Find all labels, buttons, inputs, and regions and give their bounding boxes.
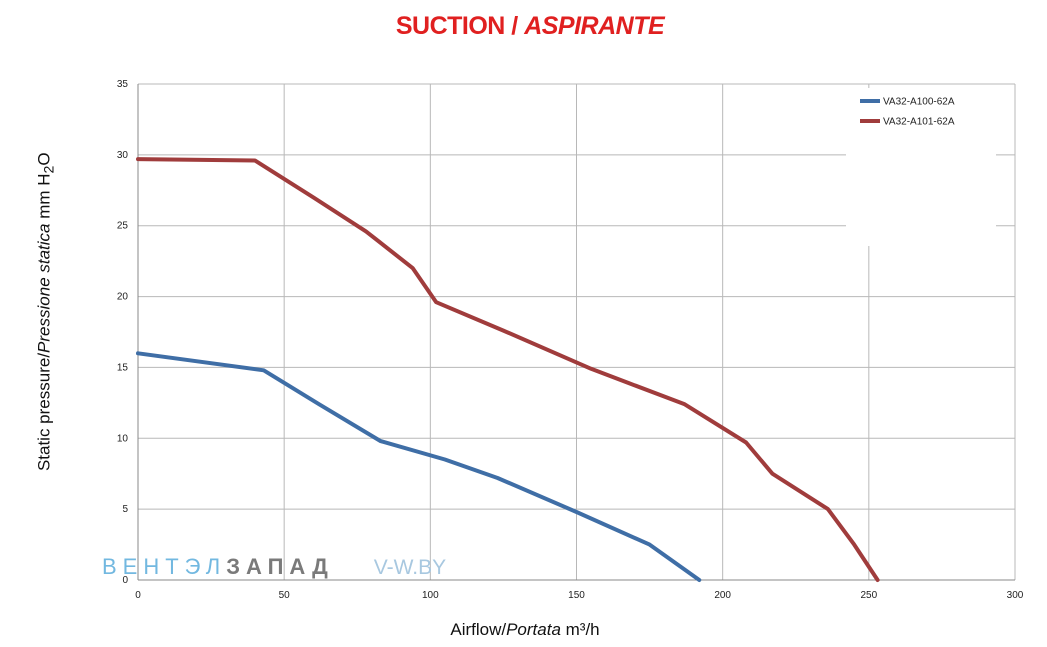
- x-axis-label-en: Airflow/: [450, 620, 507, 639]
- watermark-part3: V-W.BY: [373, 556, 447, 579]
- chart-title: SUCTION / ASPIRANTE: [0, 12, 1047, 41]
- x-tick-label: 50: [279, 590, 291, 601]
- legend-label-1: VA32-A100-62A: [883, 97, 955, 108]
- x-tick-label: 0: [135, 590, 141, 601]
- series-line-2: [136, 157, 880, 582]
- x-axis-label: Airflow/Portata m³/h: [350, 620, 700, 640]
- x-tick-label: 300: [1007, 590, 1024, 601]
- watermark-part2: ЗАПАД: [226, 554, 334, 579]
- y-tick-label: 35: [117, 79, 129, 90]
- y-axis-label-unit-end: O: [34, 152, 54, 166]
- x-tick-label: 150: [568, 590, 585, 601]
- x-axis-label-unit: m³/h: [560, 620, 600, 639]
- legend-box: [846, 88, 996, 246]
- y-axis-label: Static pressure/Pressione statica mm H2O: [34, 122, 57, 502]
- y-axis-label-sub: 2: [41, 165, 58, 174]
- y-axis-label-unit: mm H: [34, 173, 54, 224]
- y-axis-label-en: Static pressure/: [34, 352, 54, 472]
- legend-label-2: VA32-A101-62A: [883, 117, 955, 128]
- watermark: ВЕНТЭЛЗАПАД V-W.BY: [102, 554, 446, 580]
- x-axis-label-it: Portata: [506, 620, 561, 639]
- x-tick-label: 250: [860, 590, 877, 601]
- chart-title-main: SUCTION /: [395, 12, 525, 40]
- watermark-part1: ВЕНТЭЛ: [102, 554, 227, 579]
- x-tick-label: 200: [714, 590, 731, 601]
- x-tick-label: 100: [422, 590, 439, 601]
- y-tick-label: 30: [117, 150, 129, 161]
- y-tick-label: 20: [117, 292, 129, 303]
- y-tick-label: 25: [117, 221, 129, 232]
- chart-title-italic: ASPIRANTE: [524, 12, 665, 40]
- y-tick-label: 15: [117, 362, 129, 373]
- y-tick-label: 10: [117, 433, 129, 444]
- y-tick-label: 0: [122, 575, 128, 586]
- y-tick-label: 5: [122, 504, 128, 515]
- series-line-1: [136, 351, 702, 582]
- y-axis-label-it: Pressione statica: [34, 223, 54, 353]
